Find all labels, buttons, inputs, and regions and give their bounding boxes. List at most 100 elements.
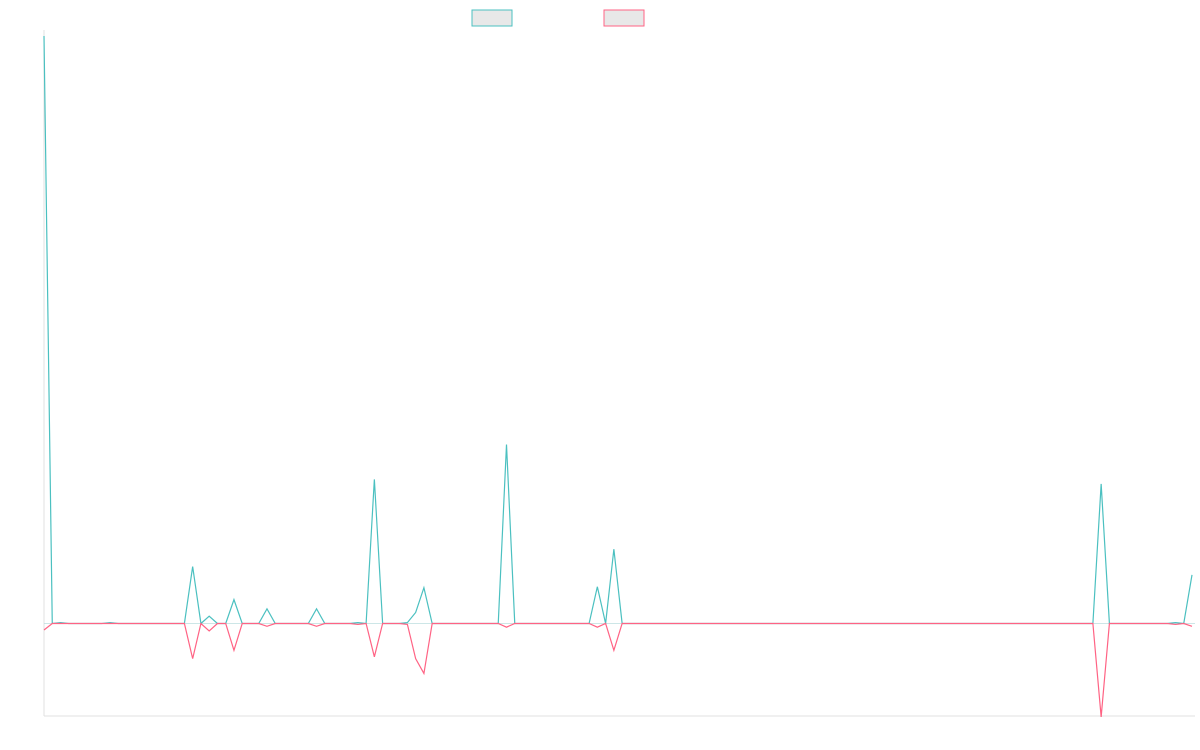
data-point[interactable] <box>1008 621 1013 626</box>
data-point[interactable] <box>207 628 212 633</box>
data-point[interactable] <box>1041 621 1046 626</box>
data-point[interactable] <box>405 622 410 627</box>
data-point[interactable] <box>1000 621 1005 626</box>
data-point[interactable] <box>149 621 154 626</box>
data-point[interactable] <box>529 621 534 626</box>
data-point[interactable] <box>306 621 311 626</box>
data-point[interactable] <box>818 621 823 626</box>
data-point[interactable] <box>991 621 996 626</box>
data-point[interactable] <box>504 625 509 630</box>
data-point[interactable] <box>281 621 286 626</box>
data-point[interactable] <box>264 624 269 629</box>
data-point[interactable] <box>1090 621 1095 626</box>
data-point[interactable] <box>793 621 798 626</box>
data-point[interactable] <box>1049 621 1054 626</box>
data-point[interactable] <box>1165 621 1170 626</box>
data-point[interactable] <box>347 621 352 626</box>
data-point[interactable] <box>1115 621 1120 626</box>
data-point[interactable] <box>1066 621 1071 626</box>
data-point[interactable] <box>1099 481 1104 486</box>
data-point[interactable] <box>314 606 319 611</box>
data-point[interactable] <box>207 614 212 619</box>
data-point[interactable] <box>587 621 592 626</box>
data-point[interactable] <box>438 621 443 626</box>
data-point[interactable] <box>42 627 47 632</box>
data-point[interactable] <box>710 621 715 626</box>
data-point[interactable] <box>1123 621 1128 626</box>
data-point[interactable] <box>182 621 187 626</box>
data-point[interactable] <box>1190 624 1195 629</box>
data-point[interactable] <box>322 621 327 626</box>
data-point[interactable] <box>760 621 765 626</box>
data-point[interactable] <box>339 621 344 626</box>
data-point[interactable] <box>355 622 360 627</box>
data-point[interactable] <box>1033 621 1038 626</box>
data-point[interactable] <box>669 621 674 626</box>
data-point[interactable] <box>364 621 369 626</box>
data-point[interactable] <box>264 606 269 611</box>
data-point[interactable] <box>1148 621 1153 626</box>
data-point[interactable] <box>958 621 963 626</box>
data-point[interactable] <box>215 621 220 626</box>
data-point[interactable] <box>744 621 749 626</box>
data-point[interactable] <box>834 621 839 626</box>
data-point[interactable] <box>157 621 162 626</box>
data-point[interactable] <box>463 621 468 626</box>
data-point[interactable] <box>975 621 980 626</box>
data-point[interactable] <box>58 621 63 626</box>
data-point[interactable] <box>174 621 179 626</box>
data-point[interactable] <box>867 621 872 626</box>
data-point[interactable] <box>256 621 261 626</box>
data-point[interactable] <box>595 584 600 589</box>
data-point[interactable] <box>66 621 71 626</box>
data-point[interactable] <box>826 621 831 626</box>
data-point[interactable] <box>900 621 905 626</box>
data-point[interactable] <box>289 621 294 626</box>
data-point[interactable] <box>165 621 170 626</box>
data-point[interactable] <box>231 597 236 602</box>
data-point[interactable] <box>42 34 47 39</box>
data-point[interactable] <box>917 621 922 626</box>
data-point[interactable] <box>859 621 864 626</box>
legend-swatch-series-2[interactable] <box>603 9 645 27</box>
data-point[interactable] <box>942 621 947 626</box>
data-point[interactable] <box>240 621 245 626</box>
data-point[interactable] <box>1099 714 1104 719</box>
data-point[interactable] <box>810 621 815 626</box>
data-point[interactable] <box>124 621 129 626</box>
data-point[interactable] <box>801 621 806 626</box>
data-point[interactable] <box>578 621 583 626</box>
data-point[interactable] <box>413 610 418 615</box>
data-point[interactable] <box>372 477 377 482</box>
data-point[interactable] <box>644 621 649 626</box>
data-point[interactable] <box>983 621 988 626</box>
data-point[interactable] <box>661 621 666 626</box>
data-point[interactable] <box>1140 621 1145 626</box>
data-point[interactable] <box>397 621 402 626</box>
data-point[interactable] <box>876 621 881 626</box>
data-point[interactable] <box>446 621 451 626</box>
data-point[interactable] <box>1057 621 1062 626</box>
data-point[interactable] <box>686 621 691 626</box>
data-point[interactable] <box>611 547 616 552</box>
data-point[interactable] <box>611 648 616 653</box>
data-point[interactable] <box>75 621 80 626</box>
data-point[interactable] <box>99 621 104 626</box>
legend-swatch-series-1[interactable] <box>471 9 513 27</box>
data-point[interactable] <box>843 621 848 626</box>
data-point[interactable] <box>925 621 930 626</box>
data-point[interactable] <box>702 621 707 626</box>
data-point[interactable] <box>413 656 418 661</box>
data-point[interactable] <box>487 621 492 626</box>
data-point[interactable] <box>372 654 377 659</box>
data-point[interactable] <box>108 621 113 626</box>
data-point[interactable] <box>198 621 203 626</box>
data-point[interactable] <box>554 621 559 626</box>
data-point[interactable] <box>1024 621 1029 626</box>
data-point[interactable] <box>603 621 608 626</box>
data-point[interactable] <box>735 621 740 626</box>
data-point[interactable] <box>504 442 509 447</box>
data-point[interactable] <box>1190 572 1195 577</box>
data-point[interactable] <box>653 621 658 626</box>
data-point[interactable] <box>421 671 426 676</box>
